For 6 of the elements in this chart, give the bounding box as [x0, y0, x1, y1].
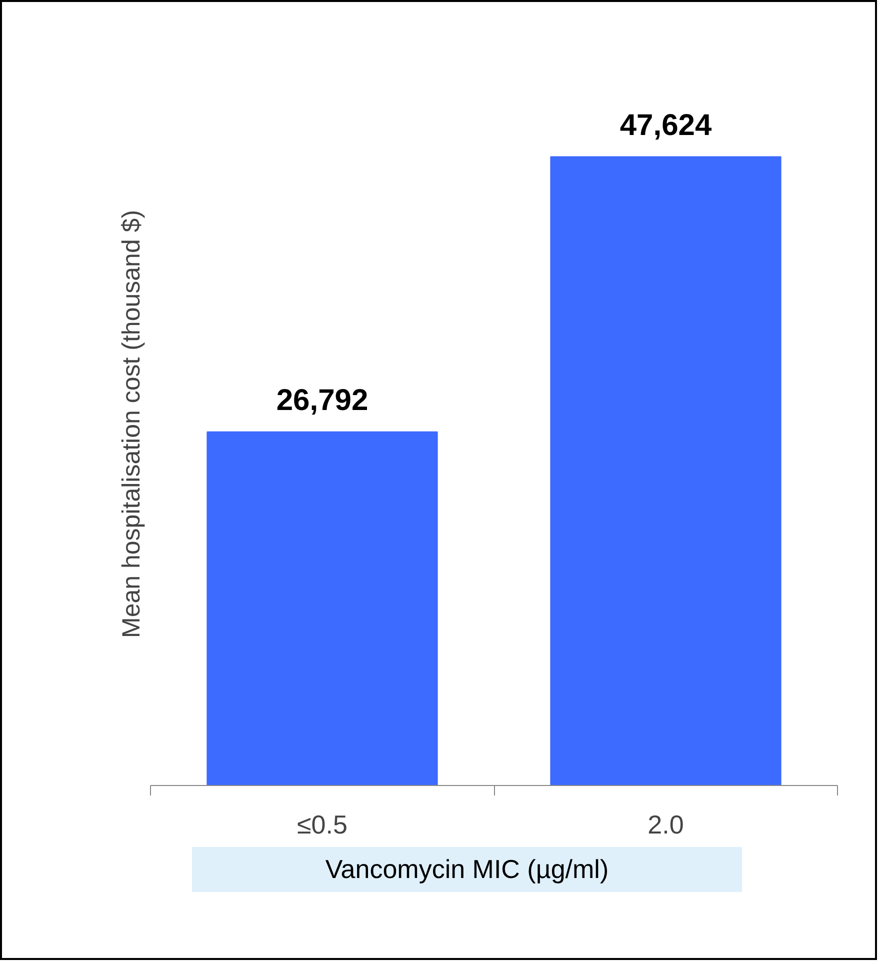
data-label: 47,624: [620, 108, 712, 142]
x-axis-title: Vancomycin MIC (µg/ml): [325, 853, 609, 886]
x-tick-label: ≤0.5: [297, 810, 348, 840]
x-tick-label: 2.0: [648, 810, 684, 840]
y-axis-title: Mean hospitalisation cost (thousand $): [118, 210, 146, 638]
data-label: 26,792: [276, 384, 368, 417]
